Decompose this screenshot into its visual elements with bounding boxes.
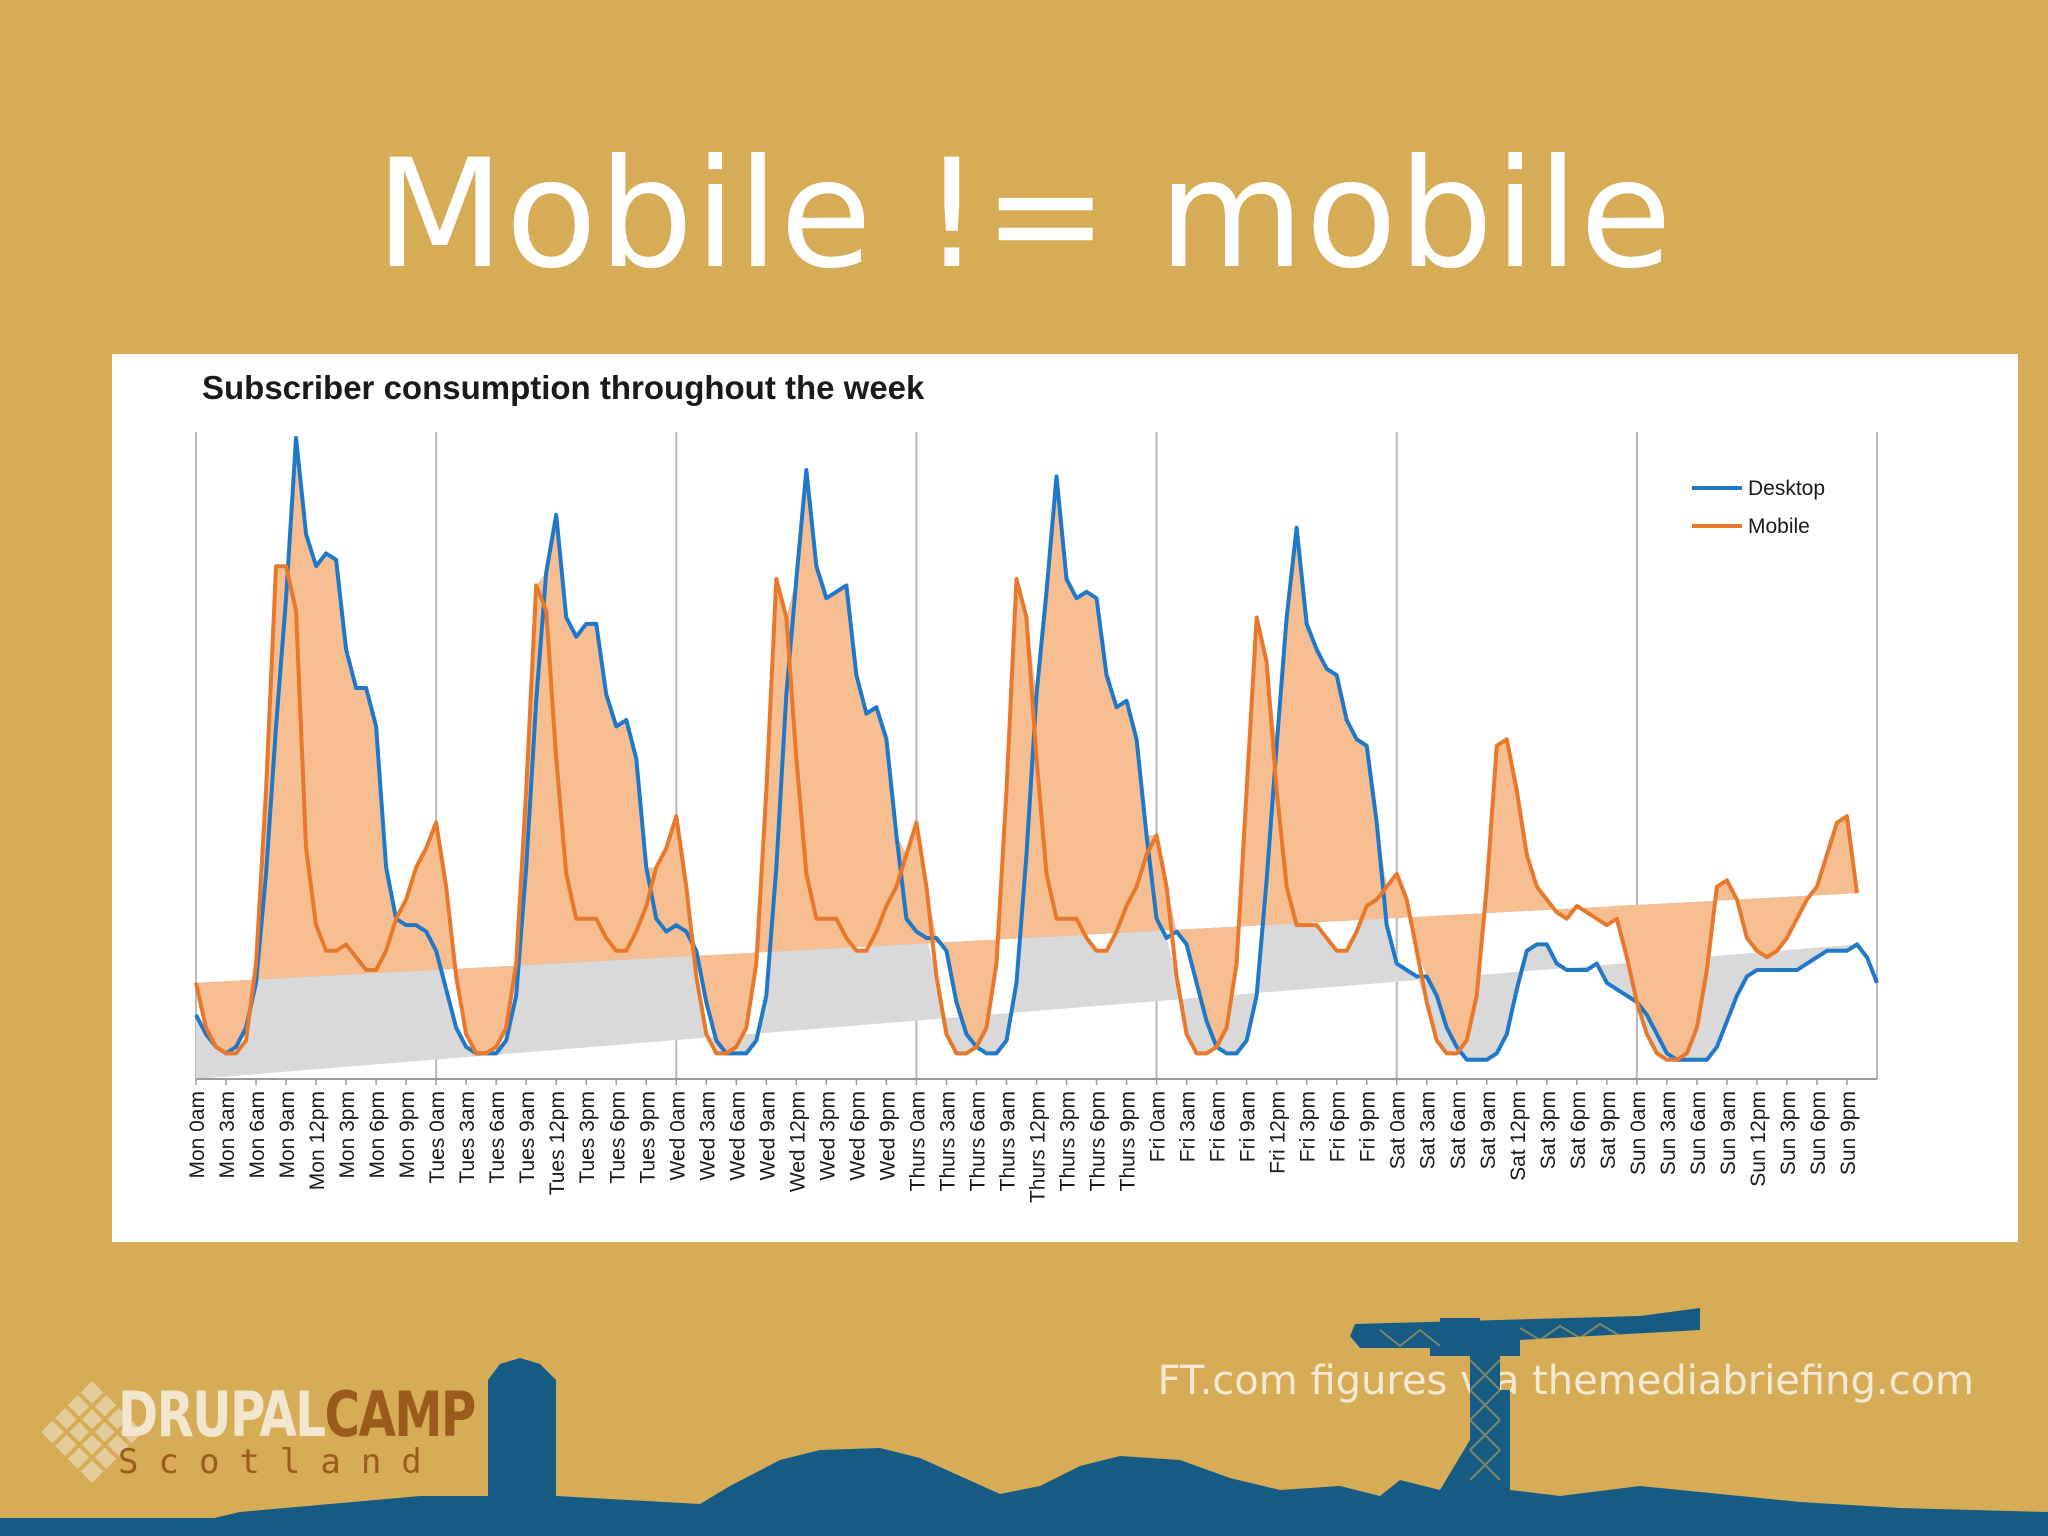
day-grid-lines [195,432,1878,1079]
crane-icon [1350,1308,1700,1516]
drupalcamp-logo-icon [41,1381,143,1483]
x-tick-label: Thurs 3am [936,1091,959,1191]
x-tick-label: Tues 3pm [576,1091,599,1184]
source-credit: FT.com figures via themediabriefing.com [1157,1358,1974,1404]
x-tick-label: Sun 3pm [1777,1091,1800,1175]
x-tick-label: Tues 6pm [606,1091,629,1184]
x-tick-label: Thurs 0am [906,1091,929,1191]
x-tick-label: Wed 9pm [876,1091,899,1181]
slide-title: Mobile != mobile [375,128,1673,302]
x-tick-label: Wed 9am [756,1091,779,1181]
x-tick-label: Mon 12pm [306,1091,329,1190]
x-tick-label: Sat 12pm [1507,1091,1530,1181]
x-tick-label: Sun 0am [1627,1091,1650,1175]
chart-title: Subscriber consumption throughout the we… [202,369,925,406]
x-tick-label: Mon 9am [276,1091,299,1179]
x-tick-label: Fri 9pm [1357,1091,1380,1162]
x-tick-label: Mon 6pm [366,1091,389,1179]
x-tick-label: Mon 6am [246,1091,269,1179]
x-tick-label: Sun 9am [1717,1091,1740,1175]
x-tick-label: Tues 6am [486,1091,509,1184]
x-tick-label: Mon 3am [216,1091,239,1179]
glasgow-skyline [0,1308,2048,1536]
x-tick-label: Tues 9pm [636,1091,659,1184]
x-tick-label: Mon 3pm [336,1091,359,1179]
x-tick-label: Tues 3am [456,1091,479,1184]
crane-cab [1440,1318,1480,1344]
x-tick-label: Thurs 12pm [1027,1091,1050,1203]
x-tick-label: Sun 6pm [1807,1091,1830,1175]
x-tick-label: Fri 6pm [1327,1091,1350,1162]
x-tick-label: Sat 6pm [1567,1091,1590,1169]
x-tick-label: Thurs 6pm [1087,1091,1110,1191]
x-tick-label: Thurs 3pm [1057,1091,1080,1191]
x-tick-label: Wed 3am [696,1091,719,1181]
x-tick-label: Sat 6am [1447,1091,1470,1169]
x-tick-label: Thurs 9pm [1117,1091,1140,1191]
x-tick-label: Sun 12pm [1747,1091,1770,1187]
x-tick-label: Fri 3am [1177,1091,1200,1162]
logo-drupal: DRUPAL [118,1378,326,1451]
x-tick-label: Wed 6am [726,1091,749,1181]
x-tick-label: Sat 3pm [1537,1091,1560,1169]
x-tick-label: Fri 12pm [1267,1091,1290,1174]
mobile-excess-area [196,438,1857,1060]
x-tick-label: Mon 9pm [396,1091,419,1179]
logo-camp: CAMP [324,1378,477,1451]
x-tick-label: Fri 0am [1147,1091,1170,1162]
x-tick-label: Sat 9pm [1597,1091,1620,1169]
x-tick-label: Sat 9am [1477,1091,1500,1169]
legend-label: Desktop [1748,477,1825,500]
logo-subtitle: Scotland [118,1442,442,1482]
x-tick-label: Wed 3pm [816,1091,839,1181]
x-tick-label: Sat 3am [1417,1091,1440,1169]
x-tick-label: Sat 0am [1387,1091,1410,1169]
x-tick-label: Mon 0am [186,1091,209,1179]
x-tick-label: Tues 12pm [546,1091,569,1195]
x-tick-label: Wed 12pm [786,1091,809,1192]
legend-label: Mobile [1748,515,1810,538]
x-axis: Mon 0am Mon 3am Mon 6am Mon 9am Mon 12pm Mon … [186,1078,1877,1203]
x-tick-label: Wed 6pm [846,1091,869,1181]
x-tick-label: Wed 0am [666,1091,689,1181]
x-tick-label: Sun 9pm [1837,1091,1860,1175]
chart-legend: Desktop Mobile [1692,477,1825,538]
skyline-hills [0,1358,2048,1536]
logo-wordmark: DRUPALCAMP [118,1378,477,1451]
x-tick-label: Sun 6am [1687,1091,1710,1175]
area-fills [196,438,1857,1079]
x-tick-label: Tues 9am [516,1091,539,1184]
x-tick-label: Thurs 6am [966,1091,989,1191]
consumption-chart: Subscriber consumption throughout the we… [186,369,1879,1203]
mobile-series-line [194,564,1859,1062]
chart-panel: Subscriber consumption throughout the we… [112,354,2018,1242]
x-tick-label: Tues 0am [426,1091,449,1184]
x-tick-label: Fri 9am [1237,1091,1260,1162]
x-tick-label: Sun 3am [1657,1091,1680,1175]
x-tick-label: Thurs 9am [996,1091,1019,1191]
series-lines [194,436,1879,1062]
x-tick-label: Fri 6am [1207,1091,1230,1162]
x-tick-label: Fri 3pm [1297,1091,1320,1162]
